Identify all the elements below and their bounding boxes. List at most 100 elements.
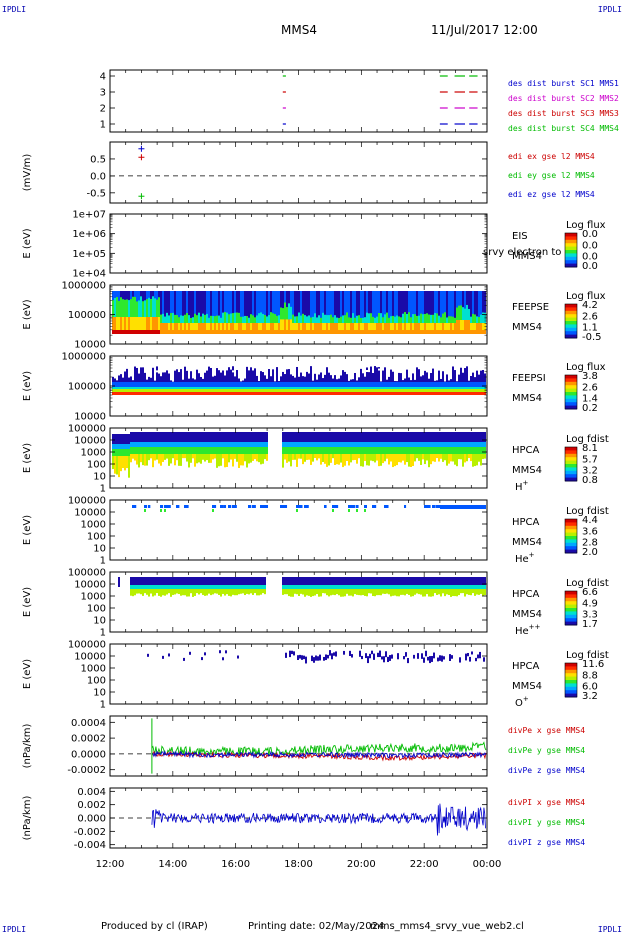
y-tick-label: 0.5 [90,154,106,165]
y-tick-label: 1000 [81,448,106,459]
y-tick-label: -0.5 [86,188,106,199]
y-tick-label: 1 [100,628,106,639]
y-tick-label: 100000 [68,382,106,393]
footer-printing-date: Printing date: 02/May/2024 [248,921,385,932]
y-tick-label: 0.004 [77,787,106,798]
y-tick-label: 10000 [74,412,106,423]
legend-entry: divPI z gse MMS4 [508,838,585,847]
plot-frame [109,141,488,204]
y-axis-label: E (eV) [22,443,33,473]
colorbar-tick: 11.6 [582,659,604,670]
legend-entry: des dist burst SC3 MMS3 [508,109,619,118]
colorbar-title: Log flux [566,220,606,231]
colorbar-tick: 2.0 [582,547,598,558]
figure-title: MMS4 [281,23,317,37]
legend-entry: des dist burst SC4 MMS4 [508,124,619,133]
colorbar-title: Log fdist [566,650,609,661]
legend-entry: divPI x gse MMS4 [508,798,585,807]
colorbar-tick: 0.2 [582,403,598,414]
y-tick-label: 0.0000 [71,749,106,760]
y-tick-label: 4 [100,72,106,83]
footer-script-name: mms_mms4_srvy_vue_web2.cl [370,921,524,932]
y-axis-label: (mV/m) [22,154,33,192]
spacecraft-label: MMS4 [512,393,542,404]
panel-feepsi: 1000000 100000 10000 FEEPSI MMS4 Log flux3.82… [22,352,606,423]
y-tick-label: 1000 [81,520,106,531]
x-tick-label: 16:00 [221,859,250,870]
y-tick-label: 10000 [74,580,106,591]
y-tick-label: 0.0004 [71,718,106,729]
y-tick-label: 10 [93,544,106,555]
y-axis-label: E (eV) [22,299,33,329]
instrument-label: EIS [512,231,528,242]
overlay-label: srvy electron to [483,247,561,258]
footer-produced-by: Produced by cl (IRAP) [101,921,208,932]
y-tick-label: 100000 [68,424,106,435]
colorbar-title: Log flux [566,362,606,373]
spacecraft-label: MMS4 [512,465,542,476]
colorbar-tick: 6.0 [582,682,598,693]
colorbar-tick: 0.0 [582,240,598,251]
y-axis-label: (nPa/km) [22,796,33,841]
x-tick-label: 00:00 [473,859,502,870]
y-axis-label: E (eV) [22,587,33,617]
colorbar-tick: 1.1 [582,323,598,334]
legend-entry: edi ey gse l2 MMS4 [508,171,595,180]
instrument-label: HPCA [512,589,540,600]
y-tick-label: 1 [100,700,106,711]
species-label: O+ [515,695,529,709]
plot-frame [109,499,488,561]
legend-entry: divPe z gse MMS4 [508,766,585,775]
y-tick-label: 100000 [68,640,106,651]
y-tick-label: 1000000 [61,352,106,363]
y-tick-label: 1e+06 [72,229,106,240]
panel-divpi: 0.004 0.002 0.000 -0.002 -0.004 divPI x gse M… [22,787,585,851]
legend-entry: edi ez gse l2 MMS4 [508,190,595,199]
colorbar-tick: 0.0 [582,261,598,272]
spacecraft-label: MMS4 [512,681,542,692]
y-tick-label: 100000 [68,310,106,321]
y-tick-label: 0.002 [77,800,106,811]
y-tick-label: 1 [100,484,106,495]
y-tick-label: 10000 [74,436,106,447]
y-tick-label: 1000000 [61,281,106,292]
y-tick-label: 10000 [74,508,106,519]
colorbar-tick: 5.7 [582,454,598,465]
colorbar-tick: 3.6 [582,526,598,537]
y-tick-label: 3 [100,88,106,99]
legend-entry: divPI y gse MMS4 [508,818,585,827]
colorbar-tick: 1.4 [582,394,598,405]
figure-datetime: 11/Jul/2017 12:00 [431,23,538,37]
plot-frame [109,715,488,777]
instrument-label: HPCA [512,445,540,456]
series-line [151,741,487,757]
y-tick-label: -0.002 [74,827,106,838]
y-tick-label: 10000 [74,340,106,351]
colorbar-tick: 6.6 [582,587,598,598]
y-tick-label: 100 [87,604,106,615]
corner-mark-bottom-right: IPDLI [597,925,622,934]
colorbar-title: Log fdist [566,578,609,589]
y-tick-label: 1e+07 [72,210,106,221]
colorbar-tick: 1.7 [582,619,598,630]
panel-divpe: 0.0004 0.0002 0.0000 -0.0002 divPe x gse MMS… [22,715,585,777]
y-tick-label: 100000 [68,496,106,507]
species-label: He++ [515,623,541,637]
legend-entry: des dist burst SC2 MMS2 [508,94,619,103]
y-tick-label: 1 [100,120,106,131]
panel-feepse: 1000000 100000 10000 FEEPSE MMS4 Log flux4.22… [22,281,606,351]
x-tick-label: 18:00 [284,859,313,870]
y-tick-label: 10 [93,616,106,627]
colorbar-tick: 4.2 [582,300,598,311]
series-line [151,803,486,836]
y-tick-label: 100 [87,676,106,687]
colorbar-tick: 3.8 [582,371,598,382]
panel-edi: 0.5 0.0 -0.5 edi ex gse l2 MMS4 edi ey gse l… [22,141,595,204]
y-tick-label: 0.0002 [71,734,106,745]
x-tick-label: 12:00 [96,859,125,870]
colorbar-tick: -0.5 [582,332,602,343]
